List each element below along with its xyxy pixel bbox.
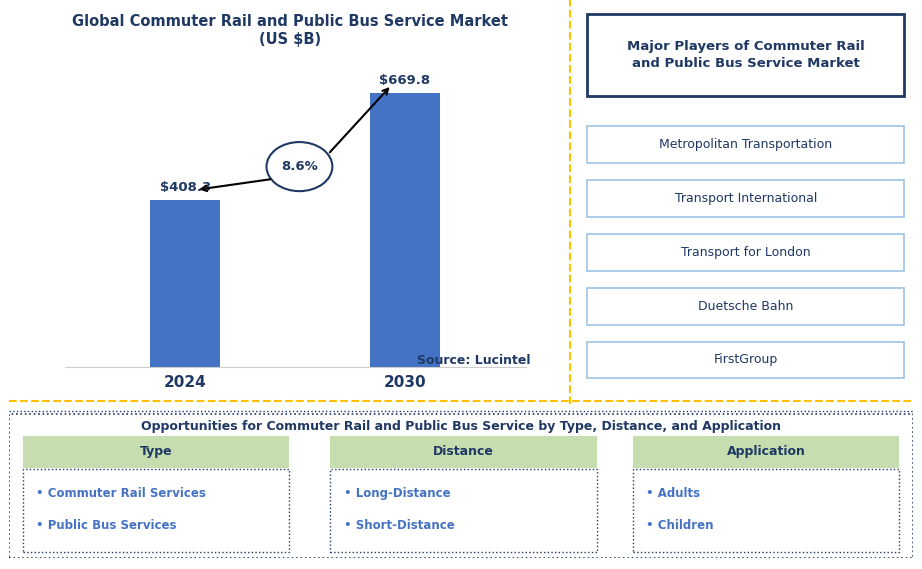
Text: Distance: Distance xyxy=(432,445,493,458)
Text: Source: Lucintel: Source: Lucintel xyxy=(417,354,530,367)
Text: Transport International: Transport International xyxy=(675,192,817,205)
FancyBboxPatch shape xyxy=(632,469,899,552)
Text: Major Players of Commuter Rail
and Public Bus Service Market: Major Players of Commuter Rail and Publi… xyxy=(627,40,865,70)
FancyBboxPatch shape xyxy=(587,126,904,163)
FancyBboxPatch shape xyxy=(587,341,904,378)
Text: FirstGroup: FirstGroup xyxy=(714,353,778,366)
FancyBboxPatch shape xyxy=(23,469,290,552)
Text: Application: Application xyxy=(727,445,806,458)
Text: • Adults: • Adults xyxy=(646,487,701,500)
Bar xyxy=(370,93,440,367)
FancyBboxPatch shape xyxy=(330,436,597,468)
FancyBboxPatch shape xyxy=(587,288,904,324)
Text: • Long-Distance: • Long-Distance xyxy=(344,487,450,500)
Text: 8.6%: 8.6% xyxy=(281,160,318,173)
FancyBboxPatch shape xyxy=(587,14,904,96)
Text: $669.8: $669.8 xyxy=(379,74,431,87)
Bar xyxy=(150,200,220,367)
Text: Duetsche Bahn: Duetsche Bahn xyxy=(698,300,794,312)
FancyBboxPatch shape xyxy=(330,469,597,552)
FancyBboxPatch shape xyxy=(9,414,913,558)
Text: (US $B): (US $B) xyxy=(259,32,322,47)
Text: Type: Type xyxy=(140,445,172,458)
Text: Global Commuter Rail and Public Bus Service Market: Global Commuter Rail and Public Bus Serv… xyxy=(73,14,508,29)
FancyBboxPatch shape xyxy=(587,180,904,217)
Text: Opportunities for Commuter Rail and Public Bus Service by Type, Distance, and Ap: Opportunities for Commuter Rail and Publ… xyxy=(141,420,781,433)
FancyBboxPatch shape xyxy=(587,234,904,271)
Text: • Commuter Rail Services: • Commuter Rail Services xyxy=(36,487,207,500)
Text: • Public Bus Services: • Public Bus Services xyxy=(36,519,177,532)
Text: • Children: • Children xyxy=(646,519,714,532)
Text: Transport for London: Transport for London xyxy=(681,246,810,259)
Text: Metropolitan Transportation: Metropolitan Transportation xyxy=(659,138,833,151)
Ellipse shape xyxy=(266,142,332,191)
FancyBboxPatch shape xyxy=(632,436,899,468)
Text: • Short-Distance: • Short-Distance xyxy=(344,519,455,532)
FancyBboxPatch shape xyxy=(23,436,290,468)
Text: $408.3: $408.3 xyxy=(160,181,211,194)
